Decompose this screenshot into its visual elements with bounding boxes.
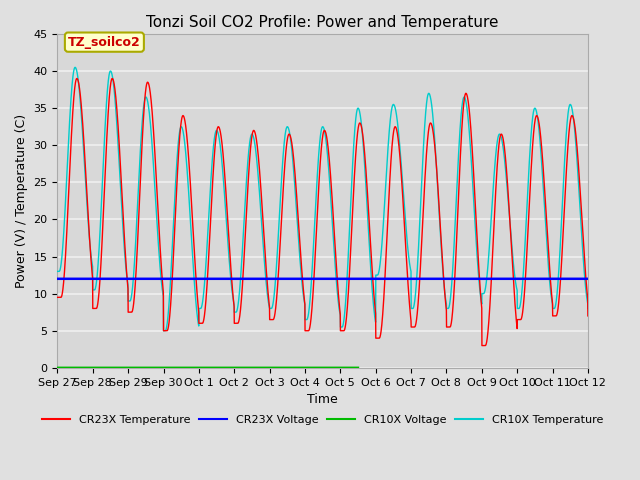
X-axis label: Time: Time xyxy=(307,393,338,406)
Title: Tonzi Soil CO2 Profile: Power and Temperature: Tonzi Soil CO2 Profile: Power and Temper… xyxy=(147,15,499,30)
Text: TZ_soilco2: TZ_soilco2 xyxy=(68,36,141,48)
Y-axis label: Power (V) / Temperature (C): Power (V) / Temperature (C) xyxy=(15,114,28,288)
Legend: CR23X Temperature, CR23X Voltage, CR10X Voltage, CR10X Temperature: CR23X Temperature, CR23X Voltage, CR10X … xyxy=(38,410,608,429)
